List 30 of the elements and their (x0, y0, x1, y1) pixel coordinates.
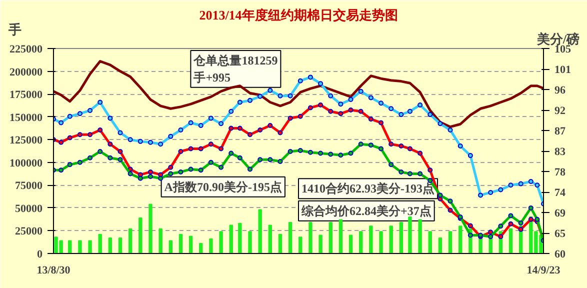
y2-tick-label: 69 (554, 208, 566, 220)
chart-title: 2013/14年度纽约期棉日交易走势图 (199, 8, 398, 22)
x-tick-label: 14/9/23 (526, 264, 561, 276)
y-tick-label: 175000 (10, 89, 43, 102)
y-tick-label: 225000 (10, 44, 43, 56)
y2-tick-label: 65 (554, 228, 566, 240)
y-tick-label: 150000 (10, 112, 43, 124)
y2-tick-label: 60 (554, 248, 566, 260)
y-tick-label: 0 (37, 248, 43, 260)
y-tick-label: 25000 (15, 226, 43, 238)
y2-tick-label: 105 (554, 44, 572, 56)
y2-tick-label: 74 (554, 187, 566, 199)
y2-tick-label: 92 (554, 105, 566, 117)
annotation: 综合均价62.84美分+37点 (300, 204, 432, 218)
annotation: A指数70.90美分-195点 (164, 180, 282, 194)
y-tick-label: 50000 (15, 202, 43, 215)
y2-tick-label: 87 (554, 126, 566, 138)
y2-tick-label: 101 (554, 64, 571, 76)
x-tick-label: 13/8/30 (36, 264, 71, 276)
y-axis-title: 手 (8, 22, 22, 37)
y-tick-label: 75000 (15, 180, 43, 192)
y-tick-label: 200000 (10, 66, 43, 78)
y-tick-label: 100000 (10, 157, 43, 170)
y2-axis-title: 美分/磅 (536, 32, 580, 46)
annotation: 仓单总量181259 手+995 (192, 54, 278, 84)
y2-tick-label: 78 (554, 166, 566, 178)
y-tick-label: 125000 (10, 134, 43, 147)
y2-tick-label: 96 (554, 84, 566, 96)
annotation: 1410合约62.93美分-193点 (302, 182, 434, 196)
y2-tick-label: 83 (554, 146, 566, 158)
